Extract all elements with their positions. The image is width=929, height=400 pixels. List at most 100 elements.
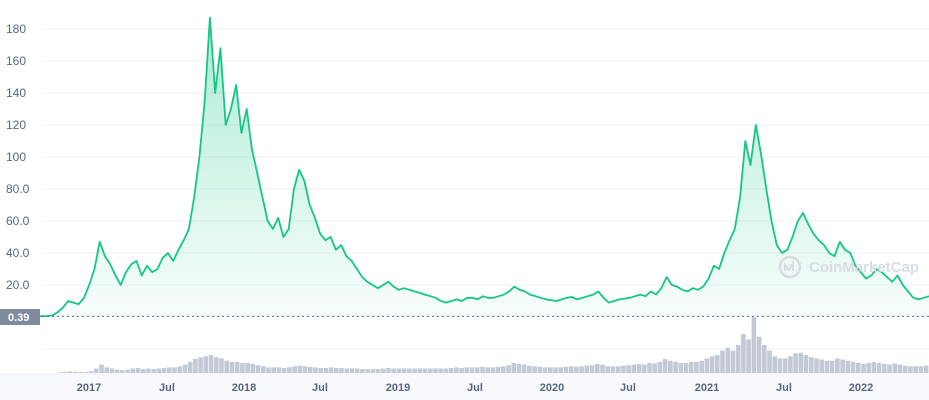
x-tick-label: 2017 — [77, 382, 101, 394]
volume-bar — [840, 359, 845, 373]
price-area-fill — [0, 17, 929, 318]
volume-bar — [798, 352, 804, 373]
volume-bar — [532, 366, 537, 373]
volume-bar — [636, 364, 642, 373]
volume-bar — [62, 371, 68, 373]
volume-bar — [762, 345, 767, 373]
volume-bar — [631, 364, 637, 373]
volume-bar — [433, 368, 438, 373]
volume-bar — [621, 365, 626, 373]
volume-bar — [751, 317, 757, 373]
volume-bar — [709, 356, 715, 373]
volume-bar — [208, 355, 214, 373]
volume-bar — [568, 366, 574, 373]
volume-bar — [741, 333, 746, 373]
y-axis: 180 160 140 120 100 80.0 60.0 40.0 20.0 — [6, 22, 30, 292]
volume-bar — [882, 364, 887, 373]
volume-bar — [694, 361, 699, 373]
volume-bar — [375, 369, 381, 373]
volume-bar — [135, 368, 141, 373]
volume-bar — [668, 360, 673, 373]
volume-bar — [615, 366, 621, 373]
volume-bar — [501, 366, 506, 373]
volume-bar — [140, 369, 146, 373]
volume-bar — [647, 362, 652, 373]
volume-bar — [845, 360, 851, 373]
volume-bar — [182, 364, 188, 373]
volume-bar — [688, 361, 694, 373]
volume-bar — [323, 368, 329, 373]
volume-bar — [814, 358, 819, 373]
volume-bar — [809, 357, 814, 373]
volume-bar — [850, 361, 856, 373]
coinmarketcap-logo-icon — [778, 255, 802, 279]
volume-bar — [511, 362, 517, 373]
volume-bar — [553, 367, 558, 373]
volume-bar — [240, 362, 245, 373]
watermark: CoinMarketCap — [778, 255, 919, 279]
volume-bar — [396, 368, 402, 373]
volume-bar — [610, 366, 616, 373]
volume-bar — [563, 366, 569, 373]
volume-bar — [516, 364, 522, 373]
volume-bar — [161, 368, 167, 373]
x-axis-band — [0, 374, 929, 400]
volume-bar — [172, 367, 177, 373]
volume-bar — [542, 367, 548, 373]
volume-bar — [104, 367, 109, 373]
volume-bar — [99, 364, 104, 373]
volume-bar — [641, 364, 647, 373]
volume-bar — [485, 367, 490, 373]
volume-bar — [292, 366, 297, 373]
volume-bar — [412, 368, 417, 373]
volume-bar — [824, 360, 830, 373]
volume-bar — [297, 365, 303, 373]
volume-bar — [835, 358, 840, 373]
x-tick-label: Jul — [467, 382, 483, 394]
volume-bar — [313, 367, 318, 373]
volume-bar — [391, 368, 396, 373]
volume-bar — [595, 364, 600, 373]
x-tick-label: Jul — [159, 382, 175, 394]
price-line — [0, 16, 929, 318]
volume-bar — [600, 364, 605, 373]
x-tick-label: 2019 — [386, 382, 410, 394]
volume-bar — [349, 368, 355, 373]
volume-bar — [234, 361, 240, 373]
volume-bar — [271, 367, 276, 373]
volume-bar — [474, 367, 480, 373]
volume-bar — [370, 369, 376, 373]
volume-bar — [167, 367, 172, 373]
volume-bar — [574, 366, 579, 373]
volume-bar — [521, 364, 527, 373]
volume-bar — [187, 361, 193, 373]
y-tick-label: 40.0 — [6, 246, 30, 260]
volume-bar — [913, 366, 918, 373]
volume-bar — [673, 361, 678, 373]
volume-bar — [537, 366, 543, 373]
volume-bar — [67, 371, 73, 373]
volume-bars — [57, 317, 929, 373]
volume-bar — [897, 364, 903, 373]
volume-bar — [428, 368, 433, 373]
x-tick-label: Jul — [620, 382, 636, 394]
volume-bar — [151, 369, 156, 373]
volume-bar — [782, 358, 788, 373]
x-tick-label: 2020 — [540, 382, 564, 394]
volume-bar — [699, 360, 704, 373]
volume-bar — [459, 368, 464, 373]
volume-bar — [923, 365, 929, 373]
volume-bar — [266, 367, 271, 373]
volume-bar — [93, 368, 99, 373]
volume-bar — [626, 365, 631, 373]
volume-bar — [125, 369, 130, 373]
y-tick-label: 60.0 — [6, 214, 30, 228]
volume-bar — [281, 368, 287, 373]
volume-bar — [464, 367, 470, 373]
volume-bar — [365, 369, 370, 373]
volume-bar — [193, 359, 198, 373]
volume-bar — [448, 368, 454, 373]
volume-bar — [334, 368, 339, 373]
coinmarketcap-logo-mark — [784, 259, 794, 272]
current-price-label: 0.39 — [8, 312, 29, 324]
